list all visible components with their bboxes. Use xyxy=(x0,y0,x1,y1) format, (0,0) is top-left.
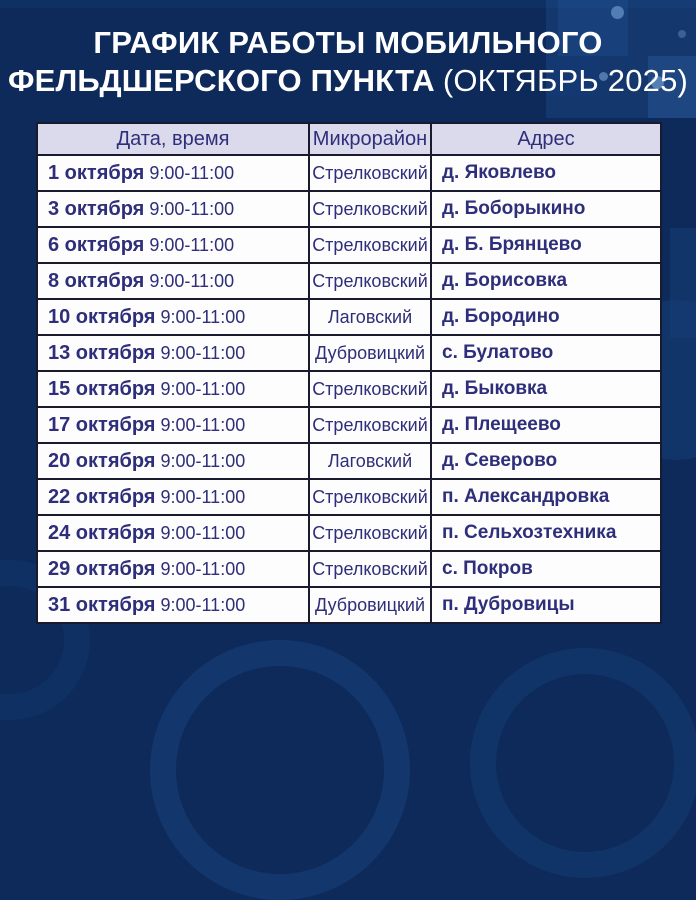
date-time-cell: 20 октября 9:00-11:00 xyxy=(36,442,310,480)
table-row: 20 октября 9:00-11:00 Лаговский д. Северо… xyxy=(36,442,662,480)
header-district: Микрорайон xyxy=(308,122,432,156)
district-cell: Стрелковский xyxy=(308,262,432,300)
address-cell: с. Покров xyxy=(430,550,662,588)
table-row: 13 октября 9:00-11:00 Дубровицкий с. Була… xyxy=(36,334,662,372)
date-text: 6 октября xyxy=(48,233,145,256)
time-text: 9:00-11:00 xyxy=(149,234,235,255)
address-cell: п. Александровка xyxy=(430,478,662,516)
time-text: 9:00-11:00 xyxy=(160,450,246,471)
date-time-cell: 29 октября 9:00-11:00 xyxy=(36,550,310,588)
schedule-table: Дата, время Микрорайон Адрес 1 октября 9:… xyxy=(36,122,662,624)
date-text: 15 октября xyxy=(48,377,156,400)
date-time-cell: 6 октября 9:00-11:00 xyxy=(36,226,310,264)
address-cell: п. Сельхозтехника xyxy=(430,514,662,552)
address-cell: д. Б. Брянцево xyxy=(430,226,662,264)
address-cell: д. Быковка xyxy=(430,370,662,408)
date-text: 3 октября xyxy=(48,197,145,220)
date-text: 29 октября xyxy=(48,557,156,580)
header-date-time: Дата, время xyxy=(36,122,310,156)
district-cell: Стрелковский xyxy=(308,550,432,588)
date-text: 8 октября xyxy=(48,269,145,292)
page-title: ГРАФИК РАБОТЫ МОБИЛЬНОГО ФЕЛЬДШЕРСКОГО П… xyxy=(0,24,696,100)
table-row: 6 октября 9:00-11:00 Стрелковский д. Б. Б… xyxy=(36,226,662,264)
date-text: 10 октября xyxy=(48,305,156,328)
time-text: 9:00-11:00 xyxy=(149,270,235,291)
header-address: Адрес xyxy=(430,122,662,156)
title-line-2-month: (ОКТЯБРЬ 2025) xyxy=(442,63,689,98)
district-cell: Стрелковский xyxy=(308,406,432,444)
date-time-cell: 24 октября 9:00-11:00 xyxy=(36,514,310,552)
district-cell: Дубровицкий xyxy=(308,334,432,372)
address-cell: д. Северово xyxy=(430,442,662,480)
table-row: 24 октября 9:00-11:00 Стрелковский п. Сел… xyxy=(36,514,662,552)
title-line-1: ГРАФИК РАБОТЫ МОБИЛЬНОГО xyxy=(93,25,603,60)
date-text: 31 октября xyxy=(48,593,156,616)
time-text: 9:00-11:00 xyxy=(160,486,246,507)
table-row: 17 октября 9:00-11:00 Стрелковский д. Пле… xyxy=(36,406,662,444)
district-cell: Стрелковский xyxy=(308,478,432,516)
time-text: 9:00-11:00 xyxy=(160,414,246,435)
table-row: 15 октября 9:00-11:00 Стрелковский д. Бык… xyxy=(36,370,662,408)
time-text: 9:00-11:00 xyxy=(160,342,246,363)
title-line-2-bold: ФЕЛЬДШЕРСКОГО ПУНКТА xyxy=(7,63,435,98)
header-row: Дата, время Микрорайон Адрес xyxy=(36,122,662,156)
date-text: 17 октября xyxy=(48,413,156,436)
address-cell: д. Борисовка xyxy=(430,262,662,300)
district-cell: Стрелковский xyxy=(308,154,432,192)
district-cell: Дубровицкий xyxy=(308,586,432,624)
district-cell: Стрелковский xyxy=(308,226,432,264)
decor-dot xyxy=(611,6,624,19)
time-text: 9:00-11:00 xyxy=(160,306,246,327)
table-row: 8 октября 9:00-11:00 Стрелковский д. Бори… xyxy=(36,262,662,300)
decor-side-strip xyxy=(670,228,696,338)
table-row: 29 октября 9:00-11:00 Стрелковский с. Пок… xyxy=(36,550,662,588)
address-cell: д. Яковлево xyxy=(430,154,662,192)
date-text: 20 октября xyxy=(48,449,156,472)
date-time-cell: 1 октября 9:00-11:00 xyxy=(36,154,310,192)
district-cell: Стрелковский xyxy=(308,514,432,552)
date-time-cell: 3 октября 9:00-11:00 xyxy=(36,190,310,228)
date-time-cell: 15 октября 9:00-11:00 xyxy=(36,370,310,408)
time-text: 9:00-11:00 xyxy=(160,378,246,399)
date-text: 22 октября xyxy=(48,485,156,508)
address-cell: д. Боборыкино xyxy=(430,190,662,228)
date-time-cell: 10 октября 9:00-11:00 xyxy=(36,298,310,336)
decor-top-band xyxy=(0,0,696,8)
table-row: 3 октября 9:00-11:00 Стрелковский д. Бобо… xyxy=(36,190,662,228)
date-time-cell: 22 октября 9:00-11:00 xyxy=(36,478,310,516)
date-time-cell: 31 октября 9:00-11:00 xyxy=(36,586,310,624)
district-cell: Лаговский xyxy=(308,298,432,336)
table-row: 10 октября 9:00-11:00 Лаговский д. Бороди… xyxy=(36,298,662,336)
decor-swirl xyxy=(470,648,696,878)
date-time-cell: 13 октября 9:00-11:00 xyxy=(36,334,310,372)
date-text: 1 октября xyxy=(48,161,145,184)
district-cell: Стрелковский xyxy=(308,370,432,408)
title-line-2: ФЕЛЬДШЕРСКОГО ПУНКТА (ОКТЯБРЬ 2025) xyxy=(0,62,696,100)
time-text: 9:00-11:00 xyxy=(160,558,246,579)
time-text: 9:00-11:00 xyxy=(149,162,235,183)
address-cell: д. Плещеево xyxy=(430,406,662,444)
date-time-cell: 17 октября 9:00-11:00 xyxy=(36,406,310,444)
address-cell: с. Булатово xyxy=(430,334,662,372)
table-row: 31 октября 9:00-11:00 Дубровицкий п. Дубр… xyxy=(36,586,662,624)
schedule-body: 1 октября 9:00-11:00 Стрелковский д. Яков… xyxy=(36,154,662,624)
date-text: 13 октября xyxy=(48,341,156,364)
table-row: 1 октября 9:00-11:00 Стрелковский д. Яков… xyxy=(36,154,662,192)
date-time-cell: 8 октября 9:00-11:00 xyxy=(36,262,310,300)
address-cell: п. Дубровицы xyxy=(430,586,662,624)
decor-swirl xyxy=(150,640,410,900)
district-cell: Лаговский xyxy=(308,442,432,480)
time-text: 9:00-11:00 xyxy=(160,594,246,615)
address-cell: д. Бородино xyxy=(430,298,662,336)
date-text: 24 октября xyxy=(48,521,156,544)
schedule-header: Дата, время Микрорайон Адрес xyxy=(36,122,662,156)
time-text: 9:00-11:00 xyxy=(160,522,246,543)
time-text: 9:00-11:00 xyxy=(149,198,235,219)
district-cell: Стрелковский xyxy=(308,190,432,228)
table-row: 22 октября 9:00-11:00 Стрелковский п. Але… xyxy=(36,478,662,516)
